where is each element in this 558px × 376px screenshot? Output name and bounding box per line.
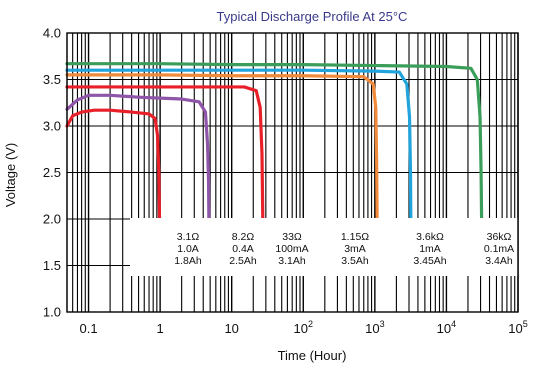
series-label-4: 1.15Ω (341, 231, 369, 243)
x-tick-label: 1 (157, 321, 164, 336)
series-label-4: 3.5Ah (341, 255, 369, 267)
series-line-6 (65, 62, 484, 221)
series-label-6: 0.1mA (484, 243, 514, 255)
series-line-3 (65, 85, 265, 221)
x-tick-exponent: 4 (451, 319, 456, 329)
series-label-1: 1.8Ah (174, 255, 202, 267)
annotation-box (130, 218, 518, 276)
series-label-2: 2.5Ah (229, 255, 257, 267)
x-tick-label: 10 (224, 321, 238, 336)
series-label-1: 3.1Ω (177, 231, 200, 243)
series-label-5: 3.6kΩ (416, 231, 444, 243)
series-label-2: 0.4A (232, 243, 254, 255)
series-label-3: 33Ω (282, 231, 302, 243)
x-axis-title: Time (Hour) (278, 348, 347, 363)
series-label-6: 3.4Ah (485, 255, 513, 267)
y-tick-label: 1.5 (43, 258, 61, 273)
series-label-3: 3.1Ah (278, 255, 306, 267)
series-line-2 (65, 93, 211, 221)
y-tick-label: 3.0 (43, 119, 61, 134)
chart-title: Typical Discharge Profile At 25°C (217, 9, 408, 24)
series-label-3: 100mA (275, 243, 308, 255)
series-line-1 (65, 108, 162, 221)
series-label-4: 3mA (344, 243, 366, 255)
x-tick-exponent: 5 (523, 319, 528, 329)
x-tick-exponent: 3 (380, 319, 385, 329)
series-label-5: 3.45Ah (413, 255, 446, 267)
plot-frame (66, 32, 519, 313)
x-tick-label: 0.1 (80, 321, 98, 336)
x-tick-exponent: 2 (308, 319, 313, 329)
y-tick-label: 2.5 (43, 165, 61, 180)
y-tick-label: 1.0 (43, 305, 61, 320)
y-tick-label: 3.5 (43, 72, 61, 87)
y-tick-label: 4.0 (43, 26, 61, 41)
y-tick-label: 2.0 (43, 212, 61, 227)
y-axis-title: Voltage (V) (3, 143, 18, 207)
series-label-5: 1mA (419, 243, 441, 255)
series-line-4 (65, 73, 379, 221)
series-line-5 (65, 68, 413, 221)
series-label-1: 1.0A (177, 243, 199, 255)
series-label-6: 36kΩ (487, 231, 512, 243)
series-label-2: 8.2Ω (232, 231, 255, 243)
